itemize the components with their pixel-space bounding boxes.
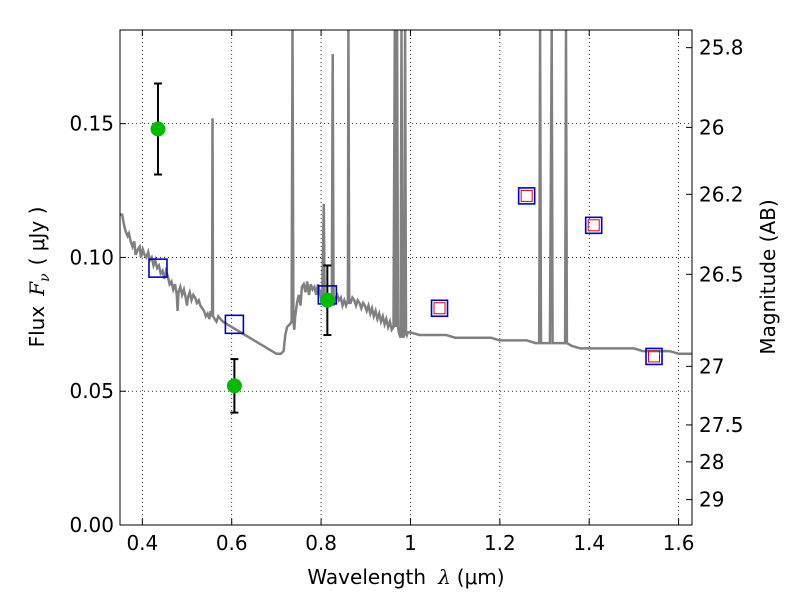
x-tick-label: 1 bbox=[404, 531, 417, 555]
x-tick-label: 1.6 bbox=[663, 531, 695, 555]
y2-tick-label: 29 bbox=[699, 488, 724, 512]
y2-tick-label: 27 bbox=[699, 354, 724, 378]
observed-point bbox=[150, 121, 166, 137]
limit-point-outer bbox=[645, 347, 663, 366]
x-tick-label: 0.6 bbox=[216, 531, 248, 555]
x-tick-label: 1.2 bbox=[484, 531, 516, 555]
y2-tick-label: 26 bbox=[699, 115, 724, 139]
model-point bbox=[224, 314, 245, 335]
plot-frame bbox=[119, 29, 693, 526]
limit-point-outer bbox=[584, 216, 603, 235]
observed-point bbox=[226, 378, 242, 394]
observed-point bbox=[319, 292, 335, 308]
y2-tick-label: 26.5 bbox=[699, 262, 744, 286]
y2-tick-label: 28 bbox=[699, 450, 724, 474]
y-tick-label: 0.05 bbox=[69, 379, 114, 403]
y2-tick-label: 25.8 bbox=[699, 36, 744, 60]
limit-point-inner bbox=[433, 302, 446, 315]
y-axis-label: FluxFν( μJy ) bbox=[25, 207, 53, 348]
limit-point-inner bbox=[587, 219, 600, 232]
x-tick-label: 0.4 bbox=[126, 531, 158, 555]
y-tick-label: 0.00 bbox=[69, 513, 114, 537]
limit-point-inner bbox=[520, 189, 533, 202]
x-axis-label: Wavelength λ (μm) bbox=[307, 565, 504, 589]
y-tick-label: 0.15 bbox=[69, 112, 114, 136]
plot-area bbox=[120, 30, 692, 414]
y2-tick-label: 26.2 bbox=[699, 182, 744, 206]
limit-point-outer bbox=[430, 299, 449, 318]
limit-point-outer bbox=[517, 187, 536, 205]
y2-axis-label: Magnitude (AB) bbox=[756, 199, 780, 354]
x-tick-label: 1.4 bbox=[573, 531, 605, 555]
y-tick-label: 0.10 bbox=[69, 245, 114, 269]
y2-tick-label: 27.5 bbox=[699, 413, 744, 437]
spectrum-line bbox=[120, 30, 692, 356]
x-tick-label: 0.8 bbox=[305, 531, 337, 555]
axis-ticks: 0.4 0.6 0.8 1 1.2 1.4 1.6 0.00 0.05 0.10 0.15 25.8 2… bbox=[69, 30, 744, 555]
limit-point-inner bbox=[648, 350, 661, 363]
model-point bbox=[148, 258, 168, 278]
